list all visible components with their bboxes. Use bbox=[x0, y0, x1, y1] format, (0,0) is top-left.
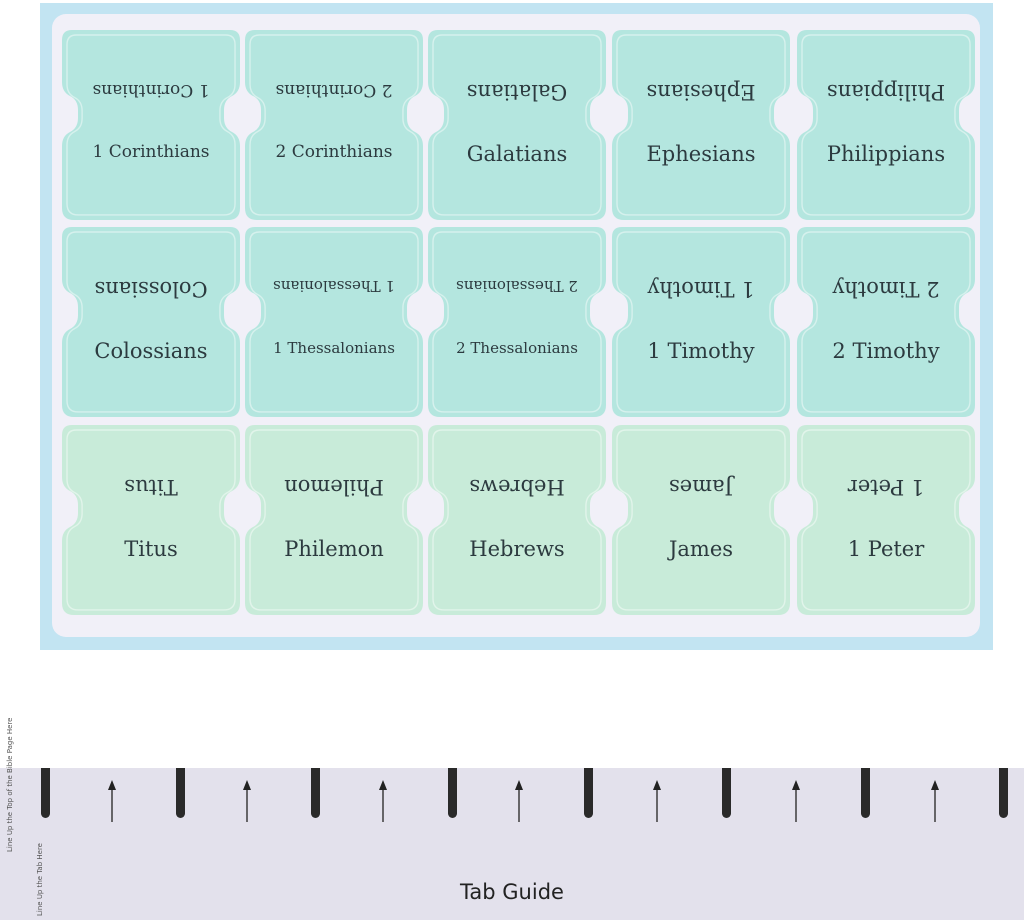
arrow-up-icon bbox=[241, 780, 253, 822]
tab-label: 1 Corinthians bbox=[92, 142, 210, 162]
ruler-tick bbox=[311, 768, 320, 818]
tab-shape bbox=[62, 227, 240, 417]
tab-label-inverted: 1 Peter bbox=[847, 475, 925, 499]
bible-tab: Philemon Philemon bbox=[245, 425, 423, 615]
bible-tab: Titus Titus bbox=[62, 425, 240, 615]
tab-label: 2 Timothy bbox=[832, 339, 940, 363]
bible-tab: 2 Corinthians 2 Corinthians bbox=[245, 30, 423, 220]
tab-label-inverted: 2 Corinthians bbox=[275, 80, 393, 100]
bible-tab: 2 Timothy 2 Timothy bbox=[797, 227, 975, 417]
arrow-up-icon bbox=[651, 780, 663, 822]
ruler-tick bbox=[722, 768, 731, 818]
tab-shape bbox=[428, 30, 606, 220]
tab-shape bbox=[62, 425, 240, 615]
tab-label-inverted: 2 Timothy bbox=[832, 277, 940, 301]
bible-tab: 2 Thessalonians 2 Thessalonians bbox=[428, 227, 606, 417]
tab-label: Galatians bbox=[466, 142, 568, 166]
tab-label: Philemon bbox=[284, 537, 384, 561]
tab-label-inverted: 1 Corinthians bbox=[92, 80, 210, 100]
tab-label: Titus bbox=[124, 537, 178, 561]
arrow-up-icon bbox=[929, 780, 941, 822]
tab-label-inverted: Hebrews bbox=[469, 475, 565, 499]
line-up-page-text: Line Up the Top of the Bible Page Here bbox=[6, 717, 14, 852]
bible-tab: Galatians Galatians bbox=[428, 30, 606, 220]
tab-shape bbox=[797, 30, 975, 220]
tab-label-inverted: Ephesians bbox=[646, 80, 756, 104]
tab-label: Hebrews bbox=[469, 537, 565, 561]
bible-tab: Colossians Colossians bbox=[62, 227, 240, 417]
arrow-up-icon bbox=[513, 780, 525, 822]
tab-shape bbox=[428, 227, 606, 417]
tab-label-inverted: Philemon bbox=[284, 475, 384, 499]
tab-label: 1 Timothy bbox=[647, 339, 755, 363]
tab-guide-title: Tab Guide bbox=[460, 880, 564, 904]
bible-tab: Philippians Philippians bbox=[797, 30, 975, 220]
bible-tab: 1 Timothy 1 Timothy bbox=[612, 227, 790, 417]
tab-shape bbox=[428, 425, 606, 615]
tab-label: Colossians bbox=[94, 339, 208, 363]
tab-label-inverted: Colossians bbox=[94, 277, 208, 301]
bible-tab: 1 Peter 1 Peter bbox=[797, 425, 975, 615]
tab-label-inverted: Titus bbox=[124, 475, 178, 499]
arrow-up-icon bbox=[377, 780, 389, 822]
tab-shape bbox=[612, 227, 790, 417]
tab-shape bbox=[62, 30, 240, 220]
tab-label: 2 Thessalonians bbox=[456, 339, 578, 357]
tab-label-inverted: James bbox=[668, 475, 734, 499]
bible-tab: 1 Corinthians 1 Corinthians bbox=[62, 30, 240, 220]
bible-tab: 1 Thessalonians 1 Thessalonians bbox=[245, 227, 423, 417]
tab-label: 1 Peter bbox=[847, 537, 925, 561]
tab-shape bbox=[612, 30, 790, 220]
ruler-tick bbox=[999, 768, 1008, 818]
tab-label-inverted: 1 Timothy bbox=[647, 277, 755, 301]
tab-label-inverted: Galatians bbox=[466, 80, 568, 104]
tab-guide-ruler: Line Up the Top of the Bible Page Here L… bbox=[0, 717, 1024, 920]
ruler-tick bbox=[584, 768, 593, 818]
tab-label-inverted: 2 Thessalonians bbox=[456, 277, 578, 295]
tab-shape bbox=[797, 425, 975, 615]
tab-shape bbox=[245, 425, 423, 615]
bible-tab: Ephesians Ephesians bbox=[612, 30, 790, 220]
ruler-tick bbox=[448, 768, 457, 818]
tab-shape bbox=[245, 30, 423, 220]
tab-label: 2 Corinthians bbox=[275, 142, 393, 162]
ruler-tick bbox=[861, 768, 870, 818]
bible-tab: Hebrews Hebrews bbox=[428, 425, 606, 615]
tab-shape bbox=[797, 227, 975, 417]
ruler-tick bbox=[176, 768, 185, 818]
tab-label: Ephesians bbox=[646, 142, 756, 166]
ruler-tick bbox=[41, 768, 50, 818]
bible-tab: James James bbox=[612, 425, 790, 615]
tab-label-inverted: Philippians bbox=[826, 80, 946, 104]
tab-shape bbox=[612, 425, 790, 615]
tab-label-inverted: 1 Thessalonians bbox=[273, 277, 395, 295]
tab-shape bbox=[245, 227, 423, 417]
arrow-up-icon bbox=[790, 780, 802, 822]
tab-label: Philippians bbox=[826, 142, 946, 166]
tab-label: James bbox=[668, 537, 734, 561]
arrow-up-icon bbox=[106, 780, 118, 822]
tab-label: 1 Thessalonians bbox=[273, 339, 395, 357]
